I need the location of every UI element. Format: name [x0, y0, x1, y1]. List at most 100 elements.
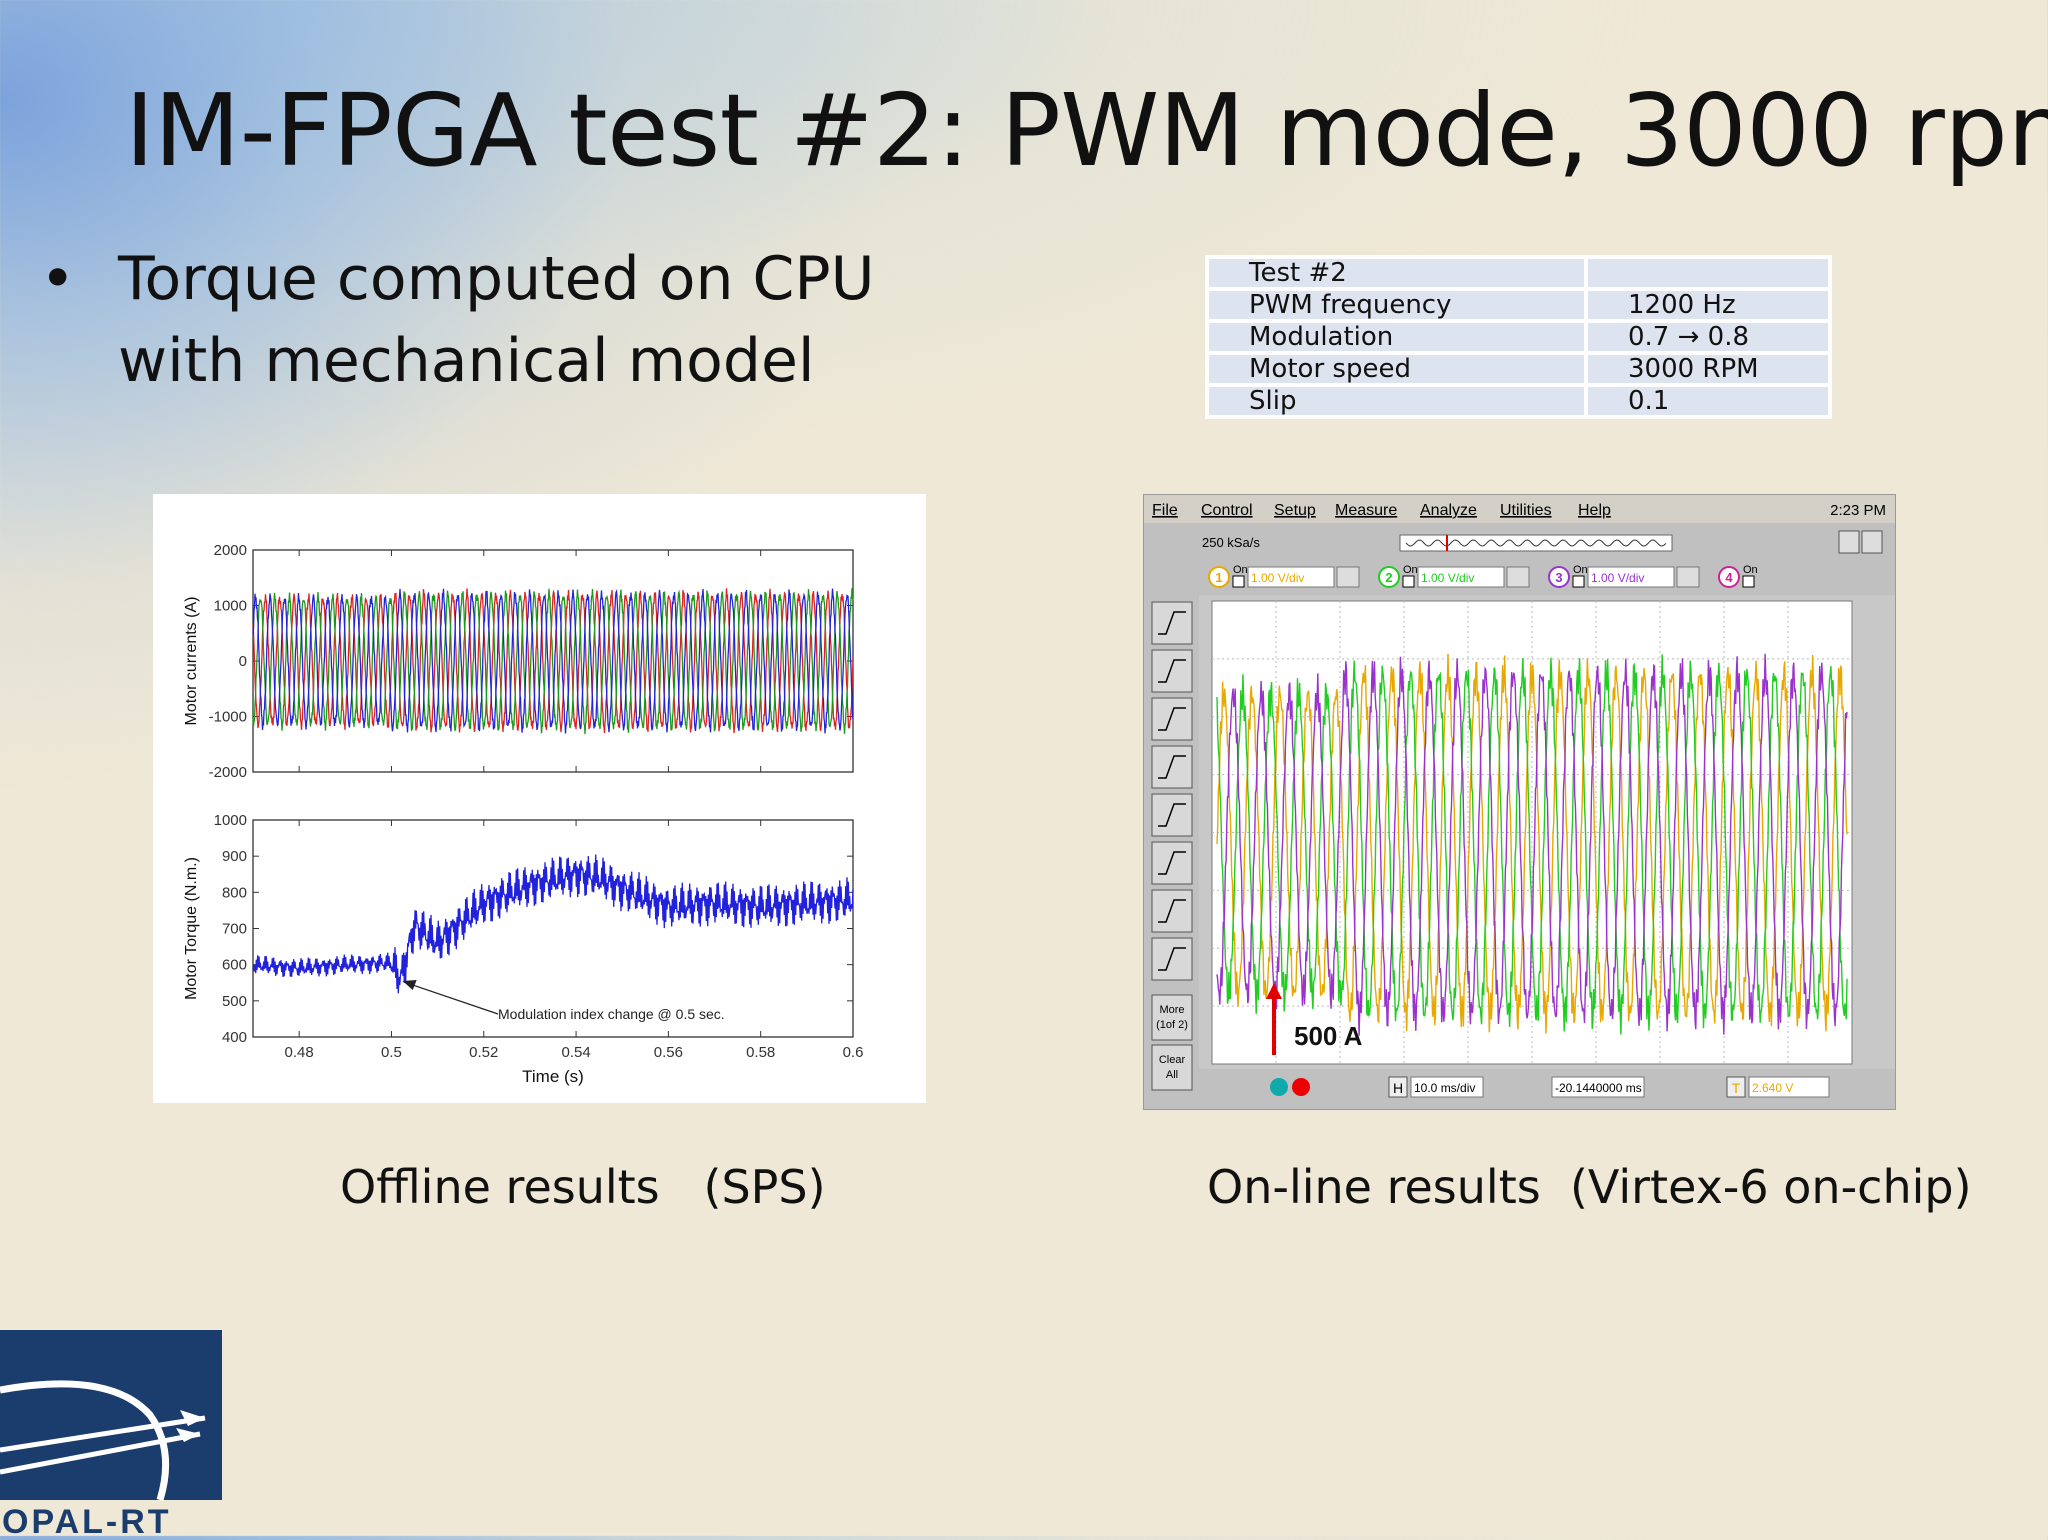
trigger-mode-button[interactable] [1151, 841, 1193, 885]
channel-on-label: On [1573, 564, 1588, 576]
param-value: 0.1 [1584, 383, 1832, 419]
table-row: Test #2 [1205, 255, 1832, 291]
channel-scale-spinner[interactable] [1506, 566, 1530, 588]
trigger-level: 2.640 V [1752, 1081, 1793, 1095]
trigger-mode-icon [1158, 947, 1186, 971]
horizontal-label: H [1393, 1080, 1403, 1096]
run-icon[interactable] [1270, 1078, 1288, 1096]
channel-on-label: On [1743, 564, 1758, 576]
y-tick-label: 900 [222, 848, 247, 865]
channel-on-checkbox[interactable] [1742, 575, 1755, 588]
bullet-dot: • [40, 244, 76, 314]
channel-scale: 1.00 V/div [1591, 571, 1644, 585]
trigger-mode-button[interactable] [1151, 937, 1193, 981]
horizontal-icon [1388, 1076, 1408, 1098]
y-tick-label: 500 [222, 993, 247, 1010]
stop-icon[interactable] [1292, 1078, 1310, 1096]
oscilloscope-window: File Control Setup Measure Analyze Utilities H… [1143, 494, 1896, 1110]
param-key: Test #2 [1205, 255, 1588, 291]
trigger-level-field[interactable] [1748, 1076, 1830, 1098]
x-tick-label: 0.6 [843, 1044, 864, 1061]
y-tick-label: -2000 [209, 764, 247, 781]
torque-ylabel: Motor Torque (N.m.) [183, 857, 200, 1000]
offline-plot-svg: 2000 1000 0 -1000 -2000 Motor currents (A) 10… [183, 542, 863, 1086]
current-series-line [252, 588, 854, 735]
time-div: 10.0 ms/div [1414, 1081, 1475, 1095]
delay: -20.1440000 ms [1555, 1081, 1642, 1095]
channel-scale-spinner[interactable] [1676, 566, 1700, 588]
menu-item[interactable]: Control [1201, 502, 1253, 519]
scale-marker-arrowhead [1266, 983, 1282, 999]
scope-menubar [1144, 495, 1895, 523]
x-tick-label: 0.58 [746, 1044, 775, 1061]
scope-trace [1216, 653, 1848, 1036]
channel-scale-spinner[interactable] [1336, 566, 1360, 588]
trigger-mode-icon [1158, 899, 1186, 923]
channel-scale-field[interactable] [1587, 566, 1675, 588]
x-tick-label: 0.52 [469, 1044, 498, 1061]
delay-field[interactable] [1551, 1076, 1645, 1098]
table-row: Modulation 0.7 → 0.8 [1205, 319, 1832, 355]
trigger-mode-button[interactable] [1151, 889, 1193, 933]
channel-on-checkbox[interactable] [1232, 575, 1245, 588]
y-tick-label: 800 [222, 884, 247, 901]
y-tick-label: 2000 [214, 542, 247, 559]
motor-torque-axes: 1000 900 800 700 600 500 400 Motor Torque (N.m.… [183, 812, 863, 1086]
y-tick-label: -1000 [209, 709, 247, 726]
caption-offline: Offline results (SPS) [340, 1160, 826, 1214]
scope-mode-button[interactable] [1838, 530, 1860, 554]
slide-title: IM-FPGA test #2: PWM mode, 3000 rpm [125, 72, 2048, 189]
x-tick-label: 0.54 [561, 1044, 590, 1061]
y-tick-label: 700 [222, 921, 247, 938]
clear-all-button[interactable] [1151, 1044, 1193, 1091]
channel-on-checkbox[interactable] [1402, 575, 1415, 588]
opal-rt-logo: OPAL-RT [0, 1330, 225, 1540]
annotation-arrow [406, 982, 499, 1015]
more-label: More [1159, 1004, 1184, 1016]
x-tick-label: 0.48 [285, 1044, 314, 1061]
torque-frame [252, 819, 854, 1038]
param-value [1584, 255, 1832, 291]
menu-item[interactable]: Help [1578, 502, 1611, 519]
more-button[interactable] [1151, 994, 1193, 1041]
trigger-mode-button[interactable] [1151, 601, 1193, 645]
channel-on-checkbox[interactable] [1572, 575, 1585, 588]
clear-label: Clear [1159, 1054, 1186, 1066]
time-div-field[interactable] [1410, 1076, 1484, 1098]
menu-item[interactable]: File [1152, 502, 1178, 519]
trigger-mode-icon [1158, 755, 1186, 779]
table-row: Motor speed 3000 RPM [1205, 351, 1832, 387]
channel-number: 4 [1725, 570, 1733, 585]
menu-item[interactable]: Analyze [1420, 502, 1477, 519]
x-tick-label: 0.5 [381, 1044, 402, 1061]
channel-number: 2 [1385, 570, 1392, 585]
timebase-overview [1399, 534, 1673, 552]
oscilloscope-svg: File Control Setup Measure Analyze Utilities H… [1144, 495, 1895, 1109]
menu-item[interactable]: Setup [1274, 502, 1316, 519]
trigger-mode-button[interactable] [1151, 649, 1193, 693]
overview-wave [1405, 539, 1667, 547]
scope-clock: 2:23 PM [1830, 502, 1886, 519]
x-tick-label: 0.56 [654, 1044, 683, 1061]
offline-results-figure: 2000 1000 0 -1000 -2000 Motor currents (A) 10… [153, 494, 926, 1103]
channel-scale-field[interactable] [1247, 566, 1335, 588]
y-tick-label: 400 [222, 1029, 247, 1046]
trigger-mode-icon [1158, 659, 1186, 683]
trigger-mode-button[interactable] [1151, 745, 1193, 789]
motor-currents-axes: 2000 1000 0 -1000 -2000 Motor currents (A) [183, 542, 854, 781]
trigger-mode-icon [1158, 803, 1186, 827]
channel-on-label: On [1403, 564, 1418, 576]
param-value: 1200 Hz [1584, 287, 1832, 323]
sample-rate: 250 kSa/s [1202, 535, 1260, 550]
scope-pointer-button[interactable] [1861, 530, 1883, 554]
trigger-mode-button[interactable] [1151, 793, 1193, 837]
caption-online: On-line results (Virtex-6 on-chip) [1207, 1160, 1972, 1214]
channel-scale-field[interactable] [1417, 566, 1505, 588]
param-value: 3000 RPM [1584, 351, 1832, 387]
trigger-mode-button[interactable] [1151, 697, 1193, 741]
bullet-text: Torque computed on CPU with mechanical m… [118, 244, 875, 396]
torque-series-line [252, 854, 854, 994]
y-tick-label: 600 [222, 957, 247, 974]
menu-item[interactable]: Measure [1335, 502, 1397, 519]
menu-item[interactable]: Utilities [1500, 502, 1552, 519]
